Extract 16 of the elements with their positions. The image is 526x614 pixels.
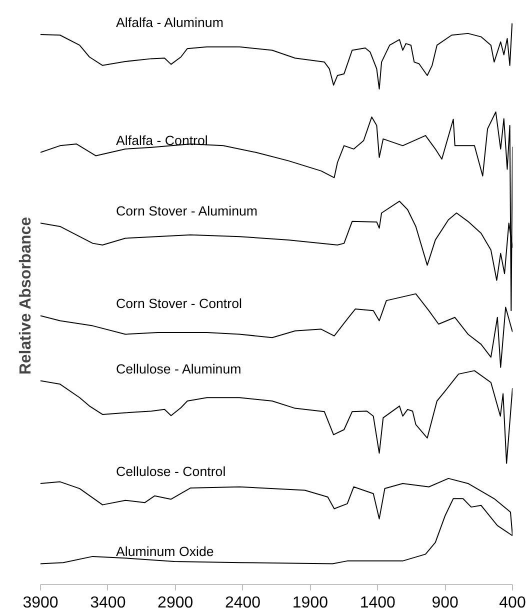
series-label: Alfalfa - Control [116,132,208,148]
x-tick-label: 2400 [224,594,261,612]
y-axis-title: Relative Absorbance [18,216,34,375]
series-label: Alfalfa - Aluminum [116,15,224,30]
x-tick-label: 3900 [22,594,58,612]
series-label: Corn Stover - Aluminum [116,204,258,219]
x-tick-label: 400 [499,594,526,612]
series-label: Cellulose - Control [116,464,226,479]
series-label: Corn Stover - Control [116,296,242,312]
series-label: Aluminum Oxide [116,544,214,560]
x-tick-label: 900 [432,594,459,612]
series-label: Cellulose - Aluminum [116,361,242,376]
x-tick-label: 1400 [360,594,396,612]
x-tick-label: 1900 [292,594,328,612]
x-tick-label: 2900 [158,594,194,612]
x-tick-label: 3400 [90,594,126,612]
